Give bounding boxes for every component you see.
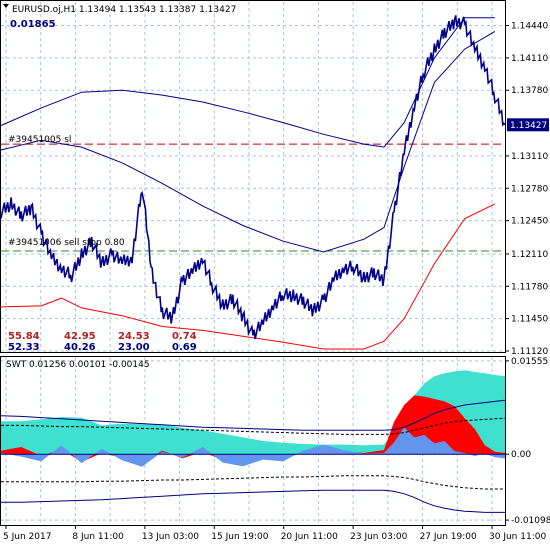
- price-tick-label: 1.11120: [511, 347, 548, 357]
- time-tick-label: 27 Jun 19:00: [420, 532, 477, 542]
- main-price-axis[interactable]: 1.14440 1.14110 1.13780 1.13110 1.12780 1.124…: [505, 22, 548, 357]
- price-tick-label: 1.14110: [511, 54, 548, 64]
- price-tick-label: 1.12450: [511, 217, 548, 227]
- stat-r1-c4: 0.74: [172, 331, 197, 342]
- price-tick-label: 1.13780: [511, 86, 548, 96]
- price-tick-label: 1.14440: [511, 22, 548, 32]
- spread-value: 0.01865: [10, 19, 56, 30]
- indicator-value-axis[interactable]: 0.01555 0.00 -0.01098: [505, 357, 550, 526]
- stat-r2-c3: 23.00: [118, 342, 150, 353]
- main-chart-frame[interactable]: [0, 0, 506, 353]
- stat-r2-c2: 40.26: [64, 342, 96, 353]
- stat-r1-c2: 42.95: [64, 331, 96, 342]
- lower-dash-line: [1, 475, 505, 490]
- time-tick-label: 13 Jun 03:00: [142, 532, 199, 542]
- stat-r1-c3: 24.53: [118, 331, 150, 342]
- indicator-header: SWT 0.01256 0.00101 -0.00145: [6, 360, 150, 370]
- stat-r1-c1: 55.84: [8, 331, 40, 342]
- upper-envelope-line: [0, 17, 495, 148]
- main-grid: [1, 2, 505, 352]
- lower-envelope-line: [0, 203, 496, 350]
- stat-r2-c4: 0.69: [172, 342, 197, 353]
- main-plot: [0, 15, 506, 350]
- upper-line: [0, 399, 506, 431]
- blue-area: [1, 427, 505, 467]
- price-tick-label: 1.12780: [511, 184, 548, 194]
- time-tick-label: 20 Jun 11:00: [281, 532, 338, 542]
- indicator-plot: [0, 370, 506, 513]
- order-label-sl[interactable]: #39451005 sl: [8, 135, 71, 145]
- stat-r2-c1: 52.33: [8, 342, 40, 353]
- price-tick-label: 1.11450: [511, 315, 548, 325]
- value-tick-label: 0.00: [511, 450, 531, 460]
- value-tick-label: -0.01098: [511, 516, 550, 526]
- price-tick-label: 1.13110: [511, 152, 548, 162]
- price-tick-label: 1.12110: [511, 250, 548, 260]
- stats-block: 55.84 42.95 24.53 0.74 52.33 40.26 23.00…: [8, 331, 197, 353]
- time-tick-label: 30 Jun 11:00: [489, 532, 546, 542]
- time-axis[interactable]: 5 Jun 2017 8 Jun 11:00 13 Jun 03:00 15 Jun …: [3, 525, 546, 542]
- current-price-value: 1.13427: [510, 121, 547, 131]
- current-price-tag: 1.13427: [507, 118, 549, 132]
- time-tick-label: 8 Jun 11:00: [72, 532, 124, 542]
- upper-dash-line: [1, 417, 506, 435]
- time-tick-label: 15 Jun 19:00: [211, 532, 268, 542]
- lower-line: [1, 489, 505, 513]
- collapse-triangle-icon[interactable]: [3, 4, 9, 8]
- symbol-header: EURUSD.oj,H1 1.13494 1.13543 1.13387 1.1…: [12, 5, 236, 15]
- time-tick-label: 23 Jun 03:00: [350, 532, 407, 542]
- value-tick-label: 0.01555: [511, 357, 548, 367]
- price-line: [0, 15, 506, 340]
- middle-envelope-line: [0, 30, 496, 253]
- order-label-sell-stop[interactable]: #39451006 sell stop 0.80: [8, 238, 125, 248]
- price-tick-label: 1.11780: [511, 282, 548, 292]
- time-tick-label: 5 Jun 2017: [3, 532, 51, 542]
- turquoise-area: [1, 370, 505, 455]
